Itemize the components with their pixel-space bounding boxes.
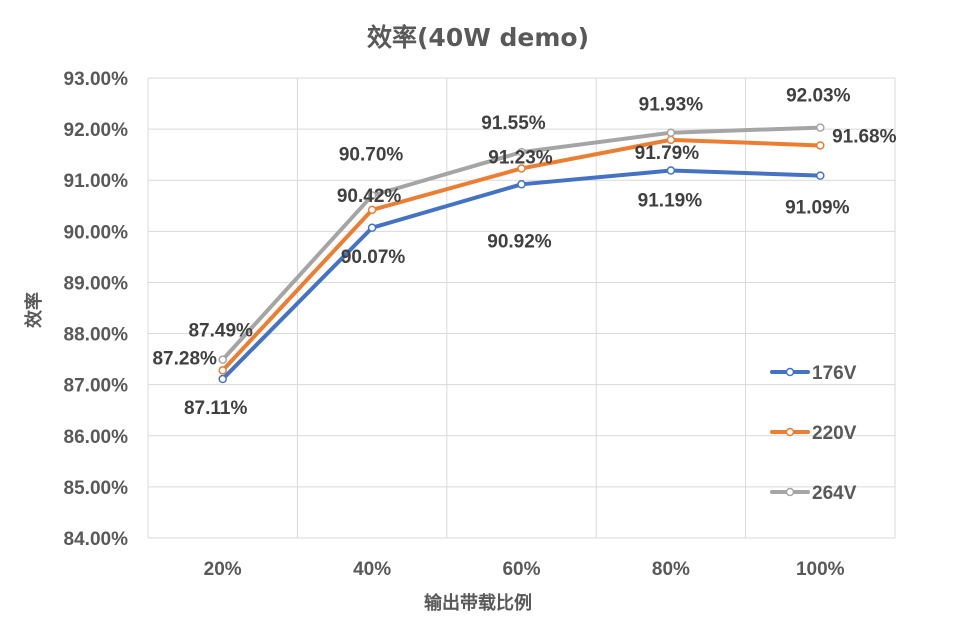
data-label-264V: 87.49% xyxy=(188,321,253,342)
x-tick-label: 40% xyxy=(353,559,391,580)
legend-marker xyxy=(785,367,795,377)
data-label-176V: 91.09% xyxy=(785,198,850,219)
x-tick-label: 100% xyxy=(796,559,845,580)
y-tick-label: 92.00% xyxy=(64,120,129,141)
data-point-264V xyxy=(816,123,825,132)
data-label-220V: 91.68% xyxy=(832,126,897,147)
data-point-264V xyxy=(666,128,676,137)
data-point-176V xyxy=(517,180,526,189)
legend-marker xyxy=(785,427,795,437)
data-label-220V: 91.79% xyxy=(635,143,700,164)
data-point-176V xyxy=(666,166,676,175)
y-tick-label: 91.00% xyxy=(64,171,129,192)
data-point-220V xyxy=(218,366,227,375)
data-label-220V: 90.42% xyxy=(337,186,402,207)
y-tick-label: 86.00% xyxy=(64,427,129,448)
data-point-264V xyxy=(367,191,377,200)
y-tick-label: 85.00% xyxy=(64,478,129,499)
data-label-layer: 87.11% 90.07% 90.92% 91.19% 91.09% 87.28% 90.4… xyxy=(152,86,896,419)
data-point-264V xyxy=(517,147,526,157)
y-tick-label: 88.00% xyxy=(64,325,129,346)
y-tick-label: 90.00% xyxy=(64,222,129,243)
legend-entry-264V: 264V xyxy=(770,483,857,504)
data-label-220V: 91.23% xyxy=(488,147,553,168)
legend-marker xyxy=(785,487,795,497)
data-point-220V xyxy=(367,205,377,215)
data-label-220V: 87.28% xyxy=(152,348,217,369)
x-tick-label: 20% xyxy=(204,559,242,580)
data-label-264V: 90.70% xyxy=(339,145,404,166)
y-tick-label: 93.00% xyxy=(64,69,129,90)
series-layer xyxy=(218,123,825,384)
legend-label: 176V xyxy=(812,363,857,384)
y-tick-label: 89.00% xyxy=(64,273,129,294)
chart-title: 效率(40W demo) xyxy=(367,23,589,52)
data-label-264V: 92.03% xyxy=(786,86,851,107)
data-point-264V xyxy=(218,355,227,364)
x-tick-label: 80% xyxy=(652,559,690,580)
data-point-220V xyxy=(517,164,526,173)
data-point-176V xyxy=(367,223,377,233)
data-point-220V xyxy=(816,141,825,150)
legend-label: 220V xyxy=(812,423,857,444)
y-axis-title: 效率 xyxy=(23,292,45,328)
legend-label: 264V xyxy=(812,483,857,504)
data-label-264V: 91.55% xyxy=(481,113,546,134)
y-tick-label: 84.00% xyxy=(64,529,129,550)
data-label-176V: 87.11% xyxy=(184,398,247,419)
axis-layer: 84.00% 85.00% 86.00% 87.00% 88.00% 89.00% 90.0… xyxy=(64,69,845,580)
y-tick-label: 87.00% xyxy=(64,376,129,397)
legend-entry-220V: 220V xyxy=(770,423,857,444)
data-label-176V: 90.92% xyxy=(487,231,552,252)
data-label-176V: 90.07% xyxy=(341,247,406,268)
legend: 176V 220V 264V xyxy=(770,363,857,504)
data-point-176V xyxy=(218,374,227,384)
x-axis-title: 输出带载比例 xyxy=(424,592,532,614)
data-label-176V: 91.19% xyxy=(638,191,703,212)
grid-layer xyxy=(147,77,896,539)
legend-entry-176V: 176V xyxy=(770,363,857,384)
data-point-176V xyxy=(816,171,825,180)
x-tick-label: 60% xyxy=(502,559,540,580)
data-label-264V: 91.93% xyxy=(639,95,704,116)
